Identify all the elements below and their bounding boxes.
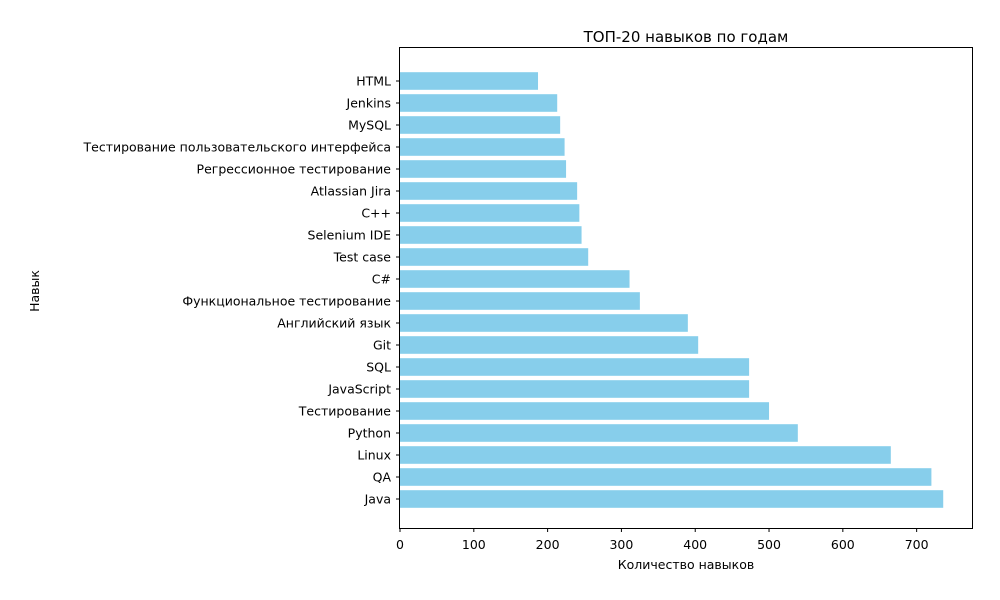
bar-17 <box>400 116 561 134</box>
bar-2 <box>400 446 891 464</box>
x-axis: 0 100 200 300 400 500 600 700 <box>396 528 929 552</box>
x-tick-label-5: 500 <box>757 537 781 552</box>
chart-title: ТОП-20 навыков по годам <box>583 28 789 46</box>
plot-frame <box>399 47 973 529</box>
bar-8 <box>400 314 688 332</box>
bars-group <box>400 72 944 508</box>
x-tick-label-4: 400 <box>683 537 707 552</box>
y-tick-label-5: JavaScript <box>327 382 391 397</box>
x-axis-label: Количество навыков <box>618 557 755 572</box>
bar-14 <box>400 182 578 200</box>
y-tick-label-15: Регрессионное тестирование <box>197 162 392 177</box>
x-tick-label-3: 300 <box>609 537 633 552</box>
x-tick-label-2: 200 <box>536 537 560 552</box>
bar-16 <box>400 138 565 156</box>
y-tick-label-4: Тестирование <box>298 404 392 419</box>
y-tick-label-16: Тестирование пользовательского интерфейс… <box>83 140 392 155</box>
bar-0 <box>400 490 944 508</box>
bar-4 <box>400 402 770 420</box>
y-tick-label-13: C++ <box>361 206 391 221</box>
bar-19 <box>400 72 539 90</box>
y-tick-label-19: HTML <box>356 74 391 89</box>
x-tick-label-1: 100 <box>462 537 486 552</box>
x-tick-label-0: 0 <box>396 537 404 552</box>
bar-12 <box>400 226 582 244</box>
bar-10 <box>400 270 630 288</box>
bar-1 <box>400 468 932 486</box>
bar-3 <box>400 424 798 442</box>
y-axis: Java QA Linux Python Тестирование JavaScript S… <box>83 74 400 507</box>
y-tick-label-6: SQL <box>366 360 391 375</box>
bar-11 <box>400 248 589 266</box>
bar-9 <box>400 292 640 310</box>
y-tick-label-2: Linux <box>357 448 391 463</box>
bar-15 <box>400 160 567 178</box>
y-tick-label-11: Test case <box>333 250 392 265</box>
y-tick-label-14: Atlassian Jira <box>311 184 391 199</box>
y-tick-label-18: Jenkins <box>346 96 391 111</box>
y-tick-label-12: Selenium IDE <box>308 228 392 243</box>
bar-7 <box>400 336 699 354</box>
y-tick-label-1: QA <box>373 470 392 485</box>
bar-5 <box>400 380 750 398</box>
y-axis-label: Навык <box>27 270 42 312</box>
x-tick-label-7: 700 <box>905 537 929 552</box>
y-tick-label-3: Python <box>348 426 391 441</box>
bar-13 <box>400 204 580 222</box>
y-tick-label-10: C# <box>372 272 391 287</box>
y-tick-label-0: Java <box>364 492 391 507</box>
y-tick-label-9: Функциональное тестирование <box>182 294 391 309</box>
y-tick-label-8: Английский язык <box>277 316 391 331</box>
x-tick-label-6: 600 <box>831 537 855 552</box>
bar-18 <box>400 94 558 112</box>
y-tick-label-7: Git <box>373 338 391 353</box>
bar-6 <box>400 358 750 376</box>
y-tick-label-17: MySQL <box>348 118 391 133</box>
